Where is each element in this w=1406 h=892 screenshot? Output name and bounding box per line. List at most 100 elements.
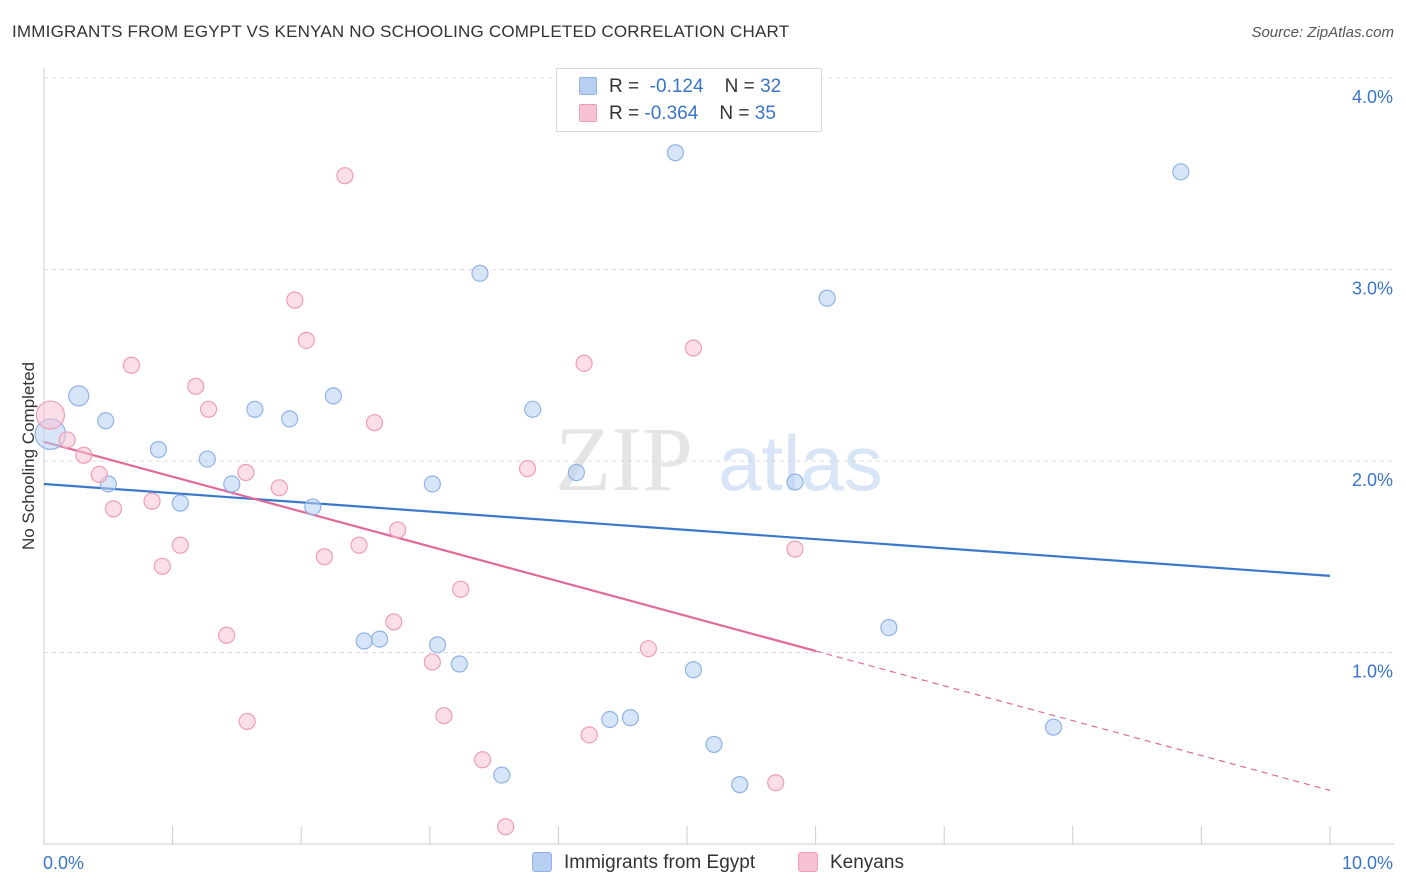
points-layer <box>34 144 1190 836</box>
egypt-point <box>786 473 804 491</box>
egypt-point <box>223 475 241 493</box>
kenyans-point <box>435 707 453 725</box>
y-tick-label: 3.0% <box>1352 279 1393 299</box>
kenyans-point <box>286 291 304 309</box>
egypt-point <box>1044 718 1063 736</box>
egypt-point <box>149 440 168 459</box>
egypt-point <box>281 410 299 428</box>
egypt-point <box>68 385 90 407</box>
kenyans-point <box>171 536 189 554</box>
kenyans-point <box>270 479 288 497</box>
trend-layer <box>43 440 1331 791</box>
egypt-point <box>471 264 489 282</box>
kenyans-point <box>153 557 171 575</box>
kenyans-point <box>187 377 205 395</box>
bottom-swatch-kenyans <box>798 852 818 872</box>
kenyans-point <box>336 167 354 185</box>
egypt-point <box>684 661 703 679</box>
legend-n-label: N = <box>724 76 755 97</box>
kenyans-point <box>143 492 161 510</box>
kenyans-point <box>218 626 236 644</box>
legend-r-value: -0.124 <box>649 76 704 97</box>
kenyans-point <box>350 536 368 554</box>
kenyans-point <box>238 712 256 731</box>
egypt-point <box>601 710 619 729</box>
bottom-legend-egypt-label: Immigrants from Egypt <box>564 852 756 873</box>
source-label: Source: ZipAtlas.com <box>1251 24 1394 41</box>
kenyans-point <box>297 331 315 349</box>
kenyans-point <box>575 354 593 372</box>
egypt-point <box>304 498 322 516</box>
legend-n-label: N = <box>719 103 750 124</box>
axes-layer: 1.0% 2.0% 3.0% 4.0% 0.0% 10.0% <box>43 68 1394 873</box>
egypt-point <box>818 289 836 307</box>
kenyans-point <box>786 540 804 558</box>
kenyans-point <box>58 431 76 449</box>
egypt-point <box>1172 163 1190 181</box>
bottom-legend-kenyans: Kenyans <box>798 852 904 874</box>
y-axis-label: No Schooling Completed <box>19 362 38 550</box>
kenyans-point <box>75 446 93 464</box>
egypt-point <box>97 412 115 430</box>
kenyans-point <box>365 414 384 432</box>
kenyans-point <box>580 726 598 744</box>
egypt-point <box>450 655 468 673</box>
kenyans-point <box>497 818 515 836</box>
bottom-legend-kenyans-label: Kenyans <box>830 852 904 873</box>
egypt-point <box>324 387 342 405</box>
kenyans-point <box>90 465 108 484</box>
kenyans-point <box>315 548 333 566</box>
egypt-point <box>198 450 216 468</box>
legend-r-value: -0.364 <box>644 103 699 124</box>
kenyans-point <box>518 460 537 478</box>
x-tick-label-max: 10.0% <box>1342 853 1393 873</box>
kenyans-point <box>473 751 492 769</box>
egypt-point <box>371 630 389 648</box>
kenyans-point <box>237 463 255 482</box>
egypt-point <box>524 400 542 418</box>
kenyans-trend-line <box>43 440 816 653</box>
kenyans-point <box>452 580 470 598</box>
egypt-point <box>666 144 685 162</box>
watermark-atlas: atlas <box>718 419 883 507</box>
egypt-point <box>880 619 898 637</box>
egypt-point <box>246 400 264 418</box>
bottom-swatch-egypt <box>532 852 552 872</box>
kenyans-point <box>122 356 141 374</box>
watermark: ZIP atlas <box>555 408 883 510</box>
egypt-point <box>355 632 373 650</box>
egypt-point <box>731 776 749 794</box>
kenyans-point <box>684 339 703 357</box>
kenyans-trend-extension <box>815 650 1331 791</box>
chart-title: IMMIGRANTS FROM EGYPT VS KENYAN NO SCHOO… <box>12 22 790 41</box>
egypt-point <box>493 766 511 784</box>
watermark-zip: ZIP <box>555 408 693 510</box>
kenyans-point <box>389 521 407 539</box>
kenyans-point <box>200 400 218 418</box>
legend-swatch-egypt <box>579 77 597 95</box>
legend-r-label: R = <box>609 76 640 97</box>
legend-row-egypt: R = -0.124 N = 32 <box>579 76 781 98</box>
kenyans-point <box>767 774 785 792</box>
legend-n-value: 32 <box>760 76 782 97</box>
legend-row-kenyans: R = -0.364 N = 35 <box>579 103 776 125</box>
kenyans-point <box>35 400 66 430</box>
kenyans-point <box>104 500 123 518</box>
egypt-point <box>171 494 189 512</box>
stats-legend: R = -0.124 N = 32 R = -0.364 N = 35 <box>556 68 822 132</box>
egypt-point <box>423 475 441 493</box>
kenyans-point <box>385 613 403 631</box>
kenyans-point <box>639 640 658 658</box>
y-tick-label: 1.0% <box>1352 662 1393 682</box>
legend-swatch-kenyans <box>579 104 597 122</box>
egypt-point <box>567 463 586 482</box>
x-tick-label-min: 0.0% <box>43 853 84 873</box>
y-tick-label: 4.0% <box>1352 87 1393 107</box>
y-tick-label: 2.0% <box>1352 470 1393 490</box>
egypt-point <box>621 709 640 727</box>
legend-r-label: R = <box>609 103 640 124</box>
legend-n-value: 35 <box>754 103 776 124</box>
kenyans-point <box>423 653 441 671</box>
bottom-legend-egypt: Immigrants from Egypt <box>532 852 755 874</box>
